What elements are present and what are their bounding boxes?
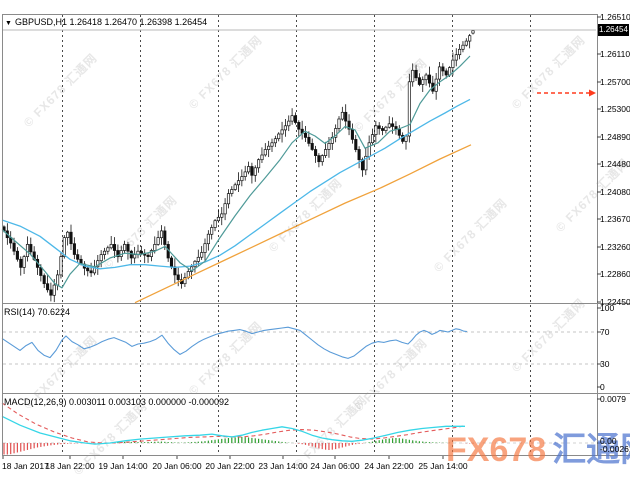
ohlc-readout: 1.26418 1.26470 1.26398 1.26454 — [69, 17, 208, 27]
watermark-fx678-text: FX678 — [446, 431, 547, 469]
symbol-timeframe-label: GBPUSD,H1 — [14, 17, 67, 27]
symbol-header: ▼ GBPUSD,H1 1.26418 1.26470 1.26398 1.264… — [5, 17, 207, 27]
main-chart-panel[interactable] — [2, 14, 597, 303]
price-axis[interactable] — [597, 14, 630, 455]
watermark-huitong-text: 汇通网 — [552, 431, 630, 469]
rsi-indicator-label: RSI(14) 70.6224 — [4, 307, 71, 317]
rsi-panel[interactable] — [2, 304, 597, 393]
current-price-tag: 1.26454 — [598, 24, 629, 36]
chevron-down-icon[interactable]: ▼ — [5, 20, 12, 27]
macd-indicator-label: MACD(12,26,9) 0.003011 0.003103 0.000000… — [4, 397, 230, 407]
